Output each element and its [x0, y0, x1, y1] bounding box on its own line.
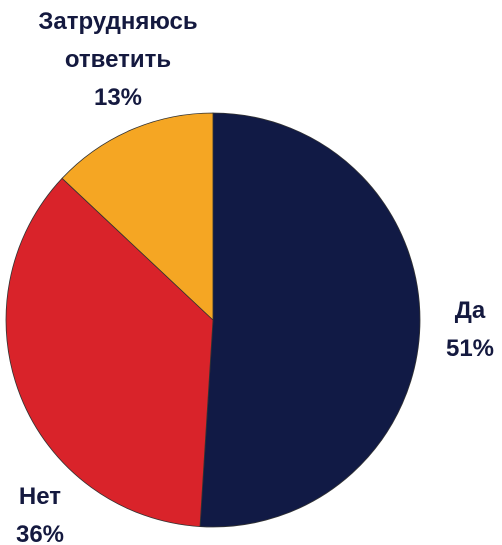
slice-label: Нет 36% — [16, 478, 64, 545]
category-label: Затрудняюсь ответить — [38, 8, 198, 73]
pie-slice — [199, 112, 421, 528]
slice-label: Да 51% — [446, 292, 494, 368]
category-label: Нет — [18, 483, 62, 510]
value-label: 51% — [445, 335, 495, 362]
pie-slice — [5, 177, 214, 528]
category-label: Да — [454, 297, 486, 324]
value-label: 13% — [93, 84, 143, 111]
pie-slice — [61, 112, 214, 321]
slice-label: Затрудняюсь ответить 13% — [18, 3, 218, 117]
value-label: 36% — [15, 521, 65, 545]
